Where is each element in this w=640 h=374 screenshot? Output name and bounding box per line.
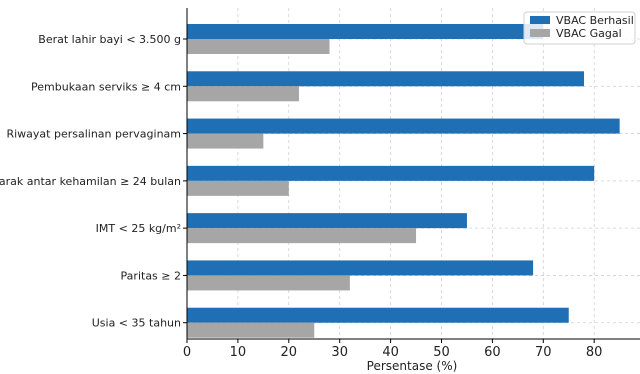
bar-berhasil-1 — [187, 71, 585, 87]
x-tick-label-6: 60 — [484, 345, 501, 360]
legend-swatch-0 — [530, 16, 550, 24]
x-tick-label-1: 10 — [230, 345, 247, 360]
x-tick-label-7: 70 — [535, 345, 552, 360]
bar-gagal-6 — [187, 322, 315, 338]
bar-berhasil-0 — [187, 24, 544, 39]
x-tick-label-2: 20 — [281, 345, 298, 360]
bar-gagal-5 — [187, 275, 350, 291]
bar-berhasil-5 — [187, 260, 534, 276]
bars — [187, 24, 620, 338]
bar-gagal-0 — [187, 39, 330, 54]
x-ticks: 0 10 20 30 40 50 60 70 80 — [183, 339, 603, 360]
bar-berhasil-6 — [187, 307, 569, 323]
bar-berhasil-4 — [187, 213, 467, 229]
legend-swatch-1 — [530, 29, 550, 37]
category-label-2: Riwayat persalinan pervaginam — [6, 128, 181, 141]
category-label-3: Jarak antar kehamilan ≥ 24 bulan — [0, 175, 181, 188]
x-tick-label-8: 80 — [586, 345, 603, 360]
legend-label-0: VBAC Berhasil — [556, 14, 634, 27]
legend-box — [523, 11, 636, 45]
x-axis-title: Persentase (%) — [367, 359, 458, 373]
x-tick-label-5: 50 — [433, 345, 450, 360]
axes — [183, 8, 640, 340]
category-label-0: Berat lahir bayi < 3.500 g — [38, 33, 181, 46]
bar-gagal-2 — [187, 133, 264, 149]
bar-berhasil-2 — [187, 118, 620, 134]
legend-label-1: VBAC Gagal — [556, 27, 622, 40]
category-labels: Berat lahir bayi < 3.500 g Pembukaan serv… — [0, 33, 181, 330]
bar-berhasil-3 — [187, 165, 595, 181]
category-label-1: Pembukaan serviks ≥ 4 cm — [31, 80, 181, 93]
x-tick-label-3: 30 — [331, 345, 348, 360]
category-label-4: IMT < 25 kg/m² — [96, 222, 181, 235]
category-label-6: Usia < 35 tahun — [92, 317, 181, 330]
bar-gagal-4 — [187, 228, 417, 244]
bar-gagal-1 — [187, 86, 299, 102]
category-label-5: Paritas ≥ 2 — [121, 269, 181, 282]
x-tick-label-4: 40 — [382, 345, 399, 360]
bar-gagal-3 — [187, 180, 289, 196]
x-tick-label-0: 0 — [183, 345, 191, 360]
